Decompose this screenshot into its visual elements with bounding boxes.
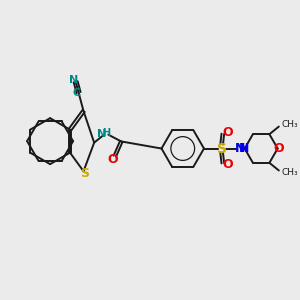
Text: N: N (235, 142, 245, 155)
Text: H: H (102, 128, 110, 138)
Text: N: N (69, 75, 78, 85)
Text: C: C (72, 88, 80, 98)
Text: CH₃: CH₃ (281, 120, 298, 129)
Text: S: S (217, 142, 227, 155)
Text: O: O (222, 158, 233, 171)
Text: CH₃: CH₃ (281, 168, 298, 177)
Text: O: O (273, 142, 284, 155)
Text: O: O (108, 153, 118, 166)
Text: N: N (239, 142, 249, 155)
Text: S: S (80, 167, 89, 180)
Text: O: O (222, 126, 233, 139)
Text: N: N (97, 129, 106, 139)
